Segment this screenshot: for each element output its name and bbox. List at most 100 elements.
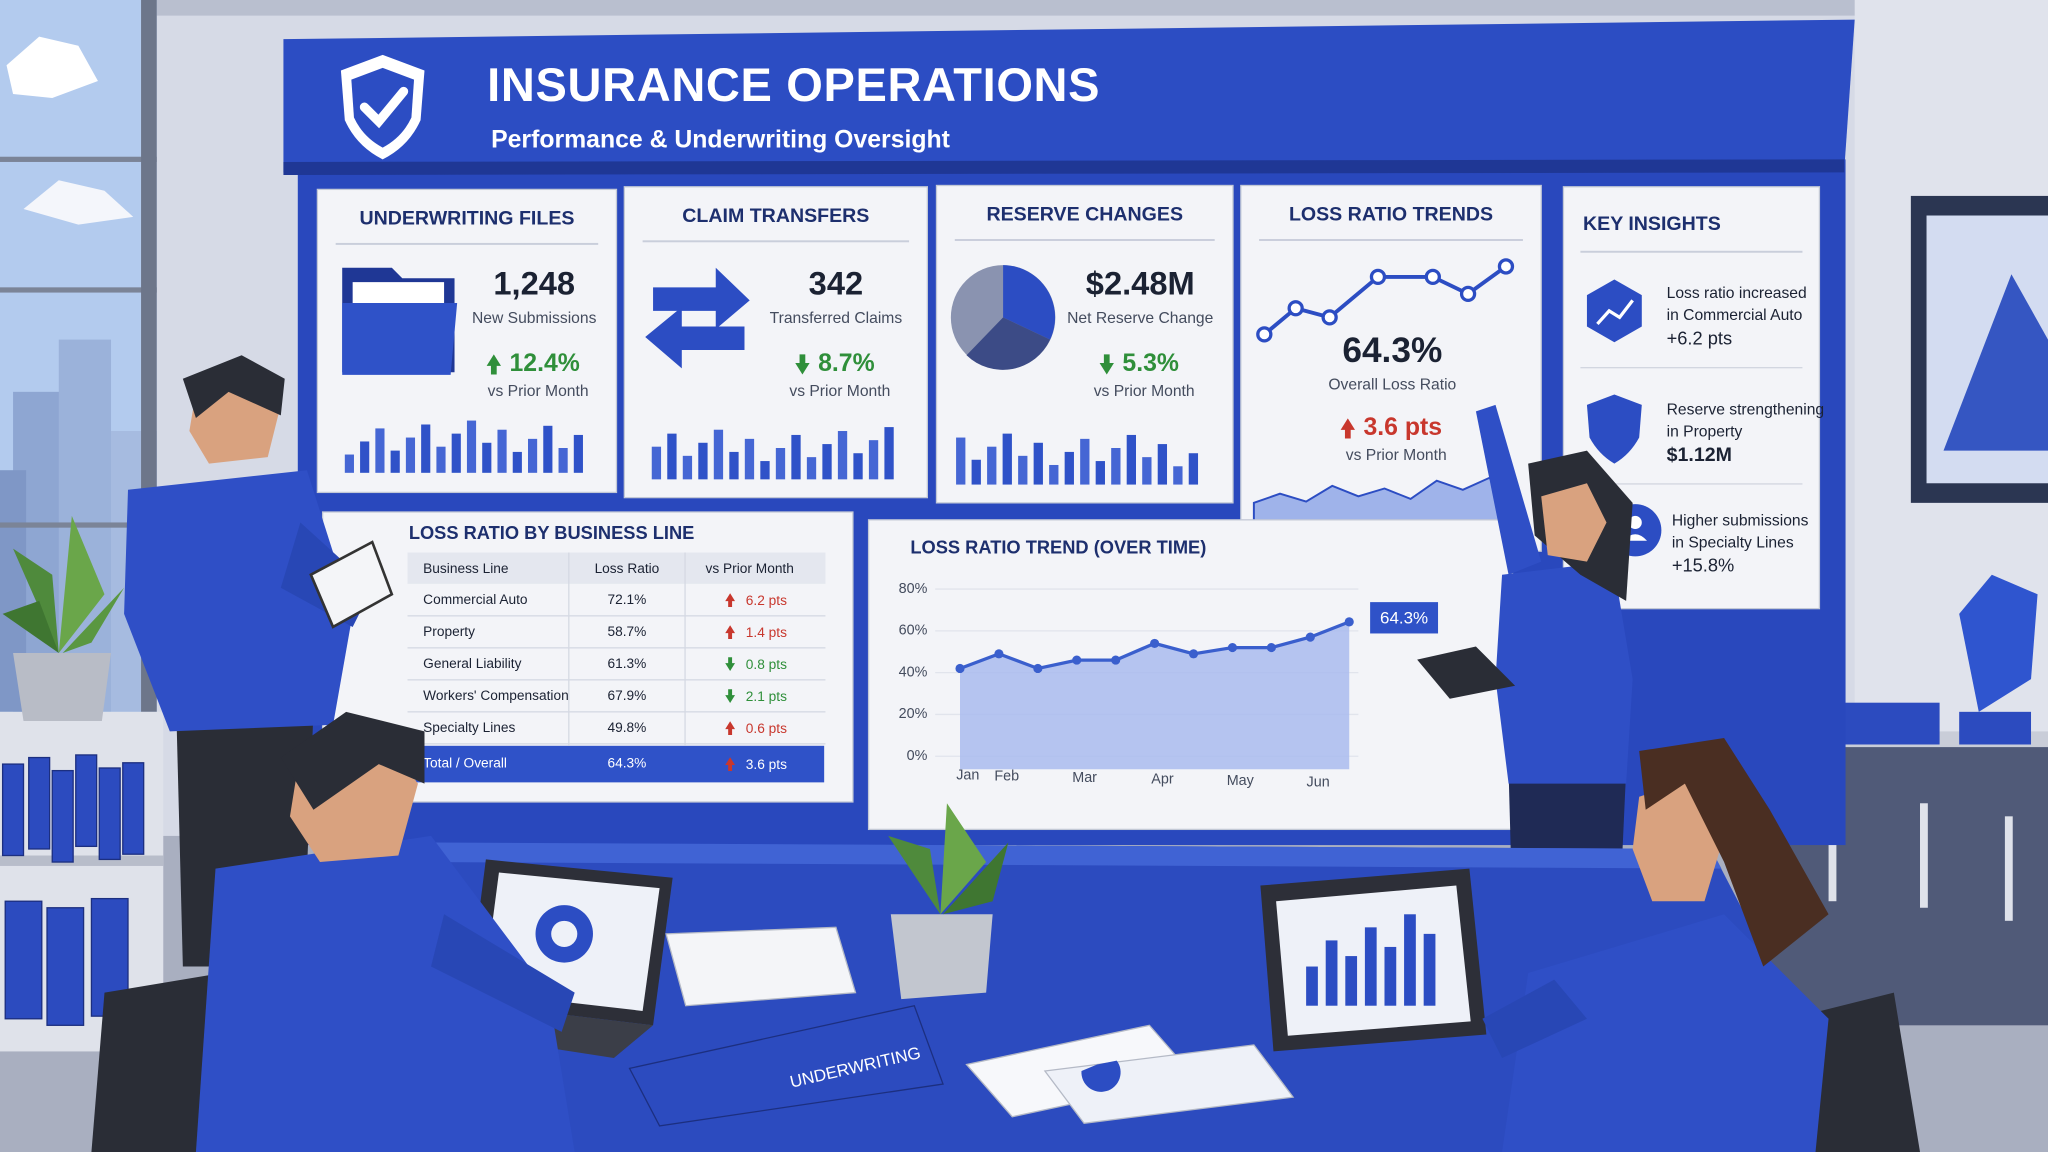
table-value: 49.8%: [608, 720, 647, 735]
table-header-row: [407, 552, 826, 584]
insight-icon: [1586, 279, 1642, 343]
cloud: [6, 36, 98, 98]
kpi-divider: [1259, 239, 1523, 241]
sparkline-bar: [1033, 442, 1043, 485]
table-row-label: Workers' Compensation: [423, 688, 569, 703]
table-header: Loss Ratio: [595, 561, 660, 576]
point: [955, 663, 965, 674]
insight-figure: +6.2 pts: [1667, 327, 1733, 348]
sparkline-bar: [868, 440, 879, 480]
sparkline-bar: [853, 453, 863, 480]
trend-icon-dot: [1424, 268, 1441, 286]
kpi-title: CLAIM TRANSFERS: [682, 205, 869, 227]
point: [994, 649, 1004, 659]
trophy-base: [1959, 711, 2032, 745]
laptop-bar: [1306, 966, 1318, 1006]
kpi-title: LOSS RATIO TRENDS: [1289, 204, 1493, 226]
sparkline-bar: [1064, 451, 1074, 485]
x-tick-label: May: [1227, 773, 1255, 789]
table-value: 61.3%: [608, 656, 647, 671]
table-change: 3.6 pts: [746, 757, 787, 772]
window-frame: [0, 156, 157, 162]
laptop-bar: [1364, 927, 1377, 1006]
sparkline-bar: [1111, 448, 1121, 485]
table-row-label: Specialty Lines: [423, 720, 515, 735]
x-tick-label: Feb: [994, 768, 1019, 784]
arrow-icon: [645, 306, 745, 369]
plant-leaf: [943, 842, 1009, 915]
kpi-value: 1,248: [493, 265, 575, 302]
sparkline-bar: [344, 454, 354, 473]
plant-pot: [890, 914, 993, 1000]
window-frame: [0, 522, 157, 528]
sparkline-bar: [806, 457, 817, 480]
insight-divider: [1580, 483, 1803, 485]
trend-icon-dot: [1369, 268, 1387, 286]
binder: [51, 769, 74, 863]
sparkline-bar: [1095, 461, 1105, 485]
kpi-label: New Submissions: [472, 310, 597, 327]
y-tick-label: 20%: [899, 706, 928, 722]
point: [1150, 638, 1160, 648]
paper-stack: [665, 926, 857, 1007]
person-hair: [1639, 737, 1829, 967]
sparkline-bar: [1188, 453, 1199, 485]
board-title: INSURANCE OPERATIONS: [487, 58, 1100, 111]
table-row-label: Commercial Auto: [423, 592, 528, 607]
binder: [122, 762, 145, 855]
laptop-bar: [1404, 914, 1416, 1006]
kpi-change: 12.4%: [509, 350, 579, 377]
insight-text: Loss ratio increased: [1667, 285, 1807, 302]
kpi-compare: vs Prior Month: [1346, 447, 1447, 464]
table-row-line: [407, 615, 826, 617]
sparkline-bar: [987, 446, 997, 485]
sparkline-bar: [1049, 464, 1059, 485]
insight-text: Higher submissions: [1672, 512, 1809, 529]
y-tick-label: 80%: [899, 581, 928, 597]
kpi-change: 5.3%: [1122, 350, 1179, 377]
cloud: [23, 180, 134, 225]
insight-figure: +15.8%: [1672, 555, 1734, 576]
area: [960, 621, 1350, 770]
sparkline-bar: [682, 455, 693, 480]
person-body: [124, 470, 353, 732]
binder: [75, 754, 98, 848]
table-value: 64.3%: [608, 756, 647, 771]
sparkline-bar: [375, 428, 385, 473]
handle: [2004, 816, 2013, 921]
point: [1305, 632, 1315, 642]
kpi-divider: [954, 239, 1215, 241]
table-row-line: [407, 647, 826, 649]
insight-text: Reserve strengthening: [1667, 401, 1825, 418]
insights-title: KEY INSIGHTS: [1583, 213, 1721, 235]
laptop-bar: [1345, 956, 1358, 1006]
table-arrow: [725, 657, 736, 672]
kpi-compare: vs Prior Month: [488, 383, 589, 400]
person-hair: [182, 355, 285, 418]
sparkline-bar: [837, 431, 848, 480]
person-body: [1502, 914, 1829, 1152]
table-arrow: [725, 625, 736, 640]
sparkline-bar: [667, 433, 677, 480]
kpi-value: $2.48M: [1086, 265, 1195, 302]
board-subtitle: Performance & Underwriting Oversight: [491, 127, 950, 154]
insight-text: in Commercial Auto: [1667, 307, 1803, 324]
table-change: 0.6 pts: [746, 721, 787, 736]
shield-icon-inner: [351, 67, 415, 148]
sparkline-bar: [884, 427, 894, 480]
x-tick-label: Mar: [1072, 770, 1097, 786]
sparkline-bar: [390, 450, 400, 473]
shelf-board: [0, 855, 164, 866]
sparkline-bar: [1157, 444, 1168, 485]
trend-icon-dot: [1287, 300, 1304, 317]
sparkline-bar: [651, 446, 662, 480]
person-arm: [431, 914, 575, 1032]
person-body: [1495, 561, 1633, 784]
handle: [1828, 796, 1837, 902]
pie-slice: [966, 317, 1051, 370]
table-col-line: [568, 552, 570, 746]
table-arrow: [725, 593, 736, 608]
trend-icon-dot: [1256, 326, 1273, 343]
table-row-label: General Liability: [423, 656, 521, 671]
